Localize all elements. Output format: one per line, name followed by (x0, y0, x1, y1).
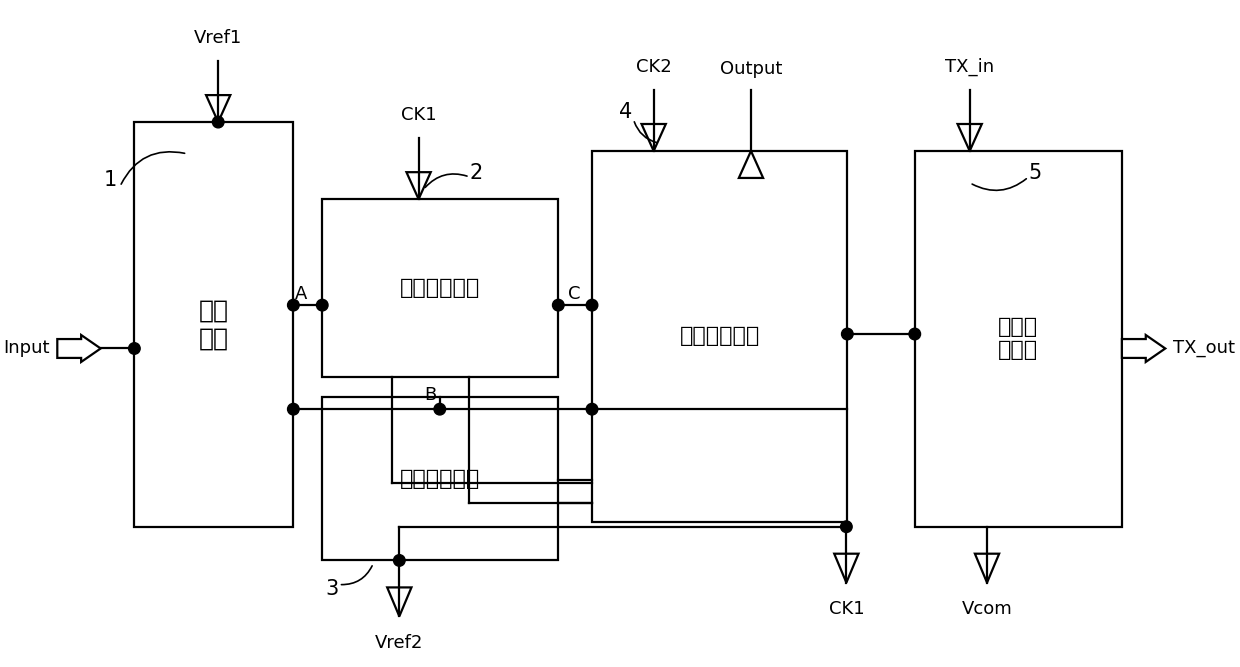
Text: 移位输出单元: 移位输出单元 (680, 326, 760, 346)
Circle shape (553, 299, 564, 311)
Text: 1: 1 (104, 170, 117, 190)
Text: A: A (295, 285, 308, 303)
Circle shape (841, 521, 852, 532)
Text: Vref1: Vref1 (195, 29, 242, 47)
Polygon shape (957, 124, 982, 151)
Text: CK2: CK2 (636, 58, 672, 76)
Circle shape (909, 328, 920, 340)
Polygon shape (1122, 335, 1166, 362)
Circle shape (288, 299, 299, 311)
Polygon shape (739, 151, 763, 178)
Bar (322, 199, 558, 378)
Bar (322, 397, 558, 560)
Text: CK1: CK1 (828, 600, 864, 618)
Text: 触控输
出单元: 触控输 出单元 (998, 317, 1038, 360)
Text: 4: 4 (619, 103, 632, 123)
Text: Vcom: Vcom (962, 600, 1012, 618)
Text: TX_out: TX_out (1173, 340, 1235, 358)
Bar (915, 151, 1122, 527)
Circle shape (212, 116, 224, 128)
Text: Output: Output (719, 60, 782, 78)
Text: 第二控制单元: 第二控制单元 (401, 468, 480, 488)
Polygon shape (835, 554, 858, 582)
Circle shape (842, 328, 853, 340)
Polygon shape (407, 172, 430, 199)
Text: 5: 5 (1028, 163, 1042, 183)
Circle shape (316, 299, 329, 311)
Polygon shape (57, 335, 100, 362)
Bar (591, 151, 847, 522)
Circle shape (288, 404, 299, 415)
Text: 3: 3 (325, 580, 339, 600)
Text: 2: 2 (470, 163, 484, 183)
Text: Vref2: Vref2 (376, 634, 424, 652)
Circle shape (587, 404, 598, 415)
Circle shape (434, 404, 445, 415)
Text: B: B (424, 386, 436, 404)
Text: C: C (568, 285, 580, 303)
Polygon shape (641, 124, 666, 151)
Circle shape (129, 343, 140, 354)
Bar (134, 122, 294, 527)
Text: 输入
单元: 输入 单元 (198, 299, 229, 350)
Polygon shape (206, 95, 231, 122)
Circle shape (587, 299, 598, 311)
Text: TX_in: TX_in (945, 57, 994, 76)
Polygon shape (387, 588, 412, 616)
Text: Input: Input (2, 340, 50, 358)
Text: 第一控制单元: 第一控制单元 (401, 278, 480, 298)
Circle shape (393, 555, 405, 566)
Polygon shape (975, 554, 999, 582)
Text: CK1: CK1 (401, 106, 436, 124)
